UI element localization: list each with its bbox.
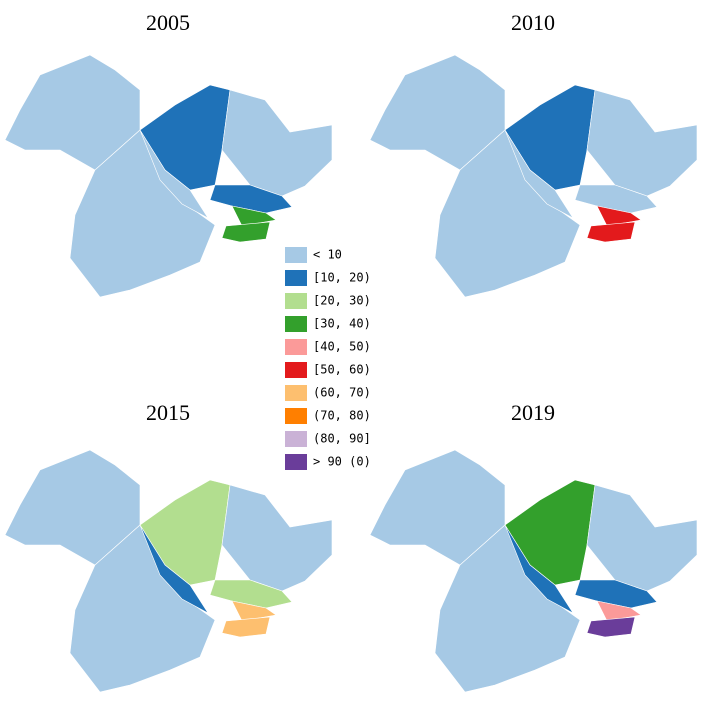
- map-title: 2019: [511, 400, 555, 425]
- legend-swatch: [285, 385, 307, 401]
- region: [574, 184, 658, 214]
- map-panel: [369, 449, 698, 693]
- legend-swatch: [285, 247, 307, 263]
- map-title: 2010: [511, 10, 555, 35]
- region: [586, 221, 636, 243]
- region: [209, 579, 293, 609]
- region: [209, 184, 293, 214]
- region: [504, 129, 574, 219]
- region: [574, 579, 658, 609]
- legend-label: (80, 90]: [313, 432, 371, 446]
- legend-label: [50, 60): [313, 363, 371, 377]
- region: [596, 600, 642, 622]
- legend-swatch: [285, 454, 307, 470]
- map-panel: [4, 449, 333, 693]
- region: [596, 205, 642, 227]
- region: [139, 524, 209, 614]
- region: [586, 484, 698, 592]
- map-panel: [4, 54, 333, 298]
- legend: < 10 [10, 20) [20, 30) [30, 40) [40, 50) [50,…: [285, 247, 371, 470]
- legend-swatch: [285, 316, 307, 332]
- region: [221, 221, 271, 243]
- region: [221, 616, 271, 638]
- region: [221, 89, 333, 197]
- region: [221, 484, 333, 592]
- legend-label: (60, 70): [313, 386, 371, 400]
- legend-swatch: [285, 431, 307, 447]
- legend-label: > 90 (0): [313, 455, 371, 469]
- legend-swatch: [285, 408, 307, 424]
- legend-swatch: [285, 270, 307, 286]
- map-title: 2005: [146, 10, 190, 35]
- legend-label: (70, 80): [313, 409, 371, 423]
- region: [586, 616, 636, 638]
- legend-label: [30, 40): [313, 317, 371, 331]
- legend-label: [40, 50): [313, 340, 371, 354]
- legend-swatch: [285, 339, 307, 355]
- region: [231, 600, 277, 622]
- region: [139, 129, 209, 219]
- legend-label: [20, 30): [313, 294, 371, 308]
- map-panel: [369, 54, 698, 298]
- map-title: 2015: [146, 400, 190, 425]
- region: [504, 524, 574, 614]
- legend-swatch: [285, 362, 307, 378]
- legend-swatch: [285, 293, 307, 309]
- region: [231, 205, 277, 227]
- legend-label: < 10: [313, 248, 342, 262]
- legend-label: [10, 20): [313, 271, 371, 285]
- region: [586, 89, 698, 197]
